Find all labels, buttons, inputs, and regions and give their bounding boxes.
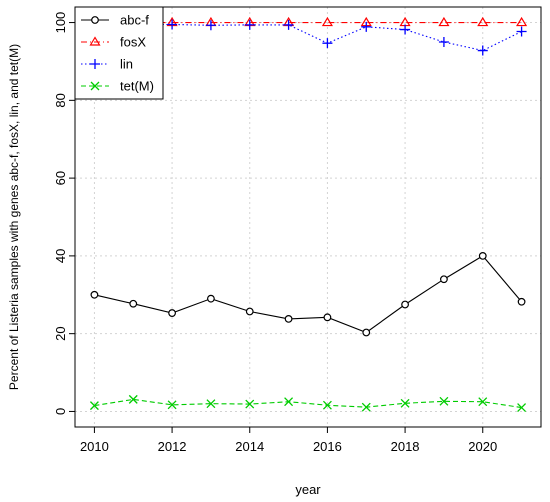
gridlines	[75, 7, 541, 427]
data-point	[284, 397, 294, 407]
data-point	[128, 394, 138, 404]
x-tick-label: 2016	[313, 439, 342, 454]
data-point	[361, 21, 372, 32]
data-point	[322, 400, 332, 410]
data-point	[322, 38, 333, 49]
data-point	[244, 19, 255, 30]
y-tick-label: 100	[53, 12, 68, 34]
data-point	[400, 24, 411, 35]
series-layer	[88, 16, 528, 413]
data-point	[207, 294, 215, 303]
data-point	[399, 16, 411, 27]
data-point	[477, 16, 489, 27]
data-point	[516, 16, 528, 27]
data-point	[129, 299, 138, 308]
legend-item: lin	[81, 57, 133, 72]
legend-label: lin	[120, 57, 133, 72]
legend-label: fosX	[120, 35, 146, 50]
plot-frame	[74, 6, 542, 428]
data-point	[284, 314, 293, 323]
legend: abc-f fosX lin tet(M)	[74, 6, 164, 100]
y-tick-label: 40	[53, 249, 68, 263]
data-point	[477, 45, 488, 56]
data-point	[478, 397, 488, 407]
y-tick-label: 0	[53, 408, 68, 415]
data-point	[400, 398, 410, 408]
legend-marker	[90, 81, 100, 91]
x-axis-label: year	[295, 482, 321, 497]
legend-box	[74, 6, 164, 100]
x-tick-label: 2014	[235, 439, 264, 454]
x-tick-label: 2010	[80, 439, 109, 454]
data-point	[168, 309, 176, 317]
data-point	[90, 290, 99, 299]
series-line	[94, 255, 523, 334]
data-point	[167, 400, 177, 410]
data-point	[89, 401, 99, 411]
data-point	[517, 403, 527, 413]
data-point	[245, 399, 255, 409]
data-point	[361, 402, 371, 412]
data-point	[438, 16, 450, 27]
series-tet-m	[89, 394, 527, 413]
axes: 2010 2012 2014 2016 2018 2020 0 20 40 60 80 100	[53, 12, 497, 454]
series-abc-f	[90, 251, 526, 337]
legend-item: abc-f	[81, 13, 149, 28]
x-tick-label: 2012	[158, 439, 187, 454]
y-tick-label: 20	[53, 326, 68, 340]
data-point	[245, 307, 254, 316]
data-point	[478, 251, 487, 260]
y-tick-label: 60	[53, 171, 68, 185]
x-tick-label: 2018	[391, 439, 420, 454]
legend-label: abc-f	[120, 13, 149, 28]
data-point	[438, 37, 449, 47]
x-tick-label: 2020	[468, 439, 497, 454]
data-point	[440, 275, 448, 284]
data-point	[321, 16, 333, 27]
y-axis-label: Percent of Listeria samples with genes a…	[7, 44, 21, 390]
data-point	[516, 26, 527, 37]
legend-item: tet(M)	[81, 79, 154, 94]
legend-label: tet(M)	[120, 79, 154, 94]
data-point	[323, 313, 332, 322]
data-point	[439, 396, 449, 406]
data-point	[517, 297, 526, 306]
legend-marker	[91, 16, 99, 24]
legend-item: fosX	[81, 35, 146, 50]
data-point	[206, 399, 216, 409]
legend-marker	[90, 59, 100, 69]
data-point	[167, 19, 178, 30]
legend-marker	[89, 36, 101, 46]
data-point	[401, 300, 409, 309]
series-line	[94, 398, 522, 409]
y-tick-label: 80	[53, 93, 68, 107]
data-point	[205, 20, 216, 31]
data-point	[362, 328, 371, 337]
data-point	[283, 19, 294, 30]
